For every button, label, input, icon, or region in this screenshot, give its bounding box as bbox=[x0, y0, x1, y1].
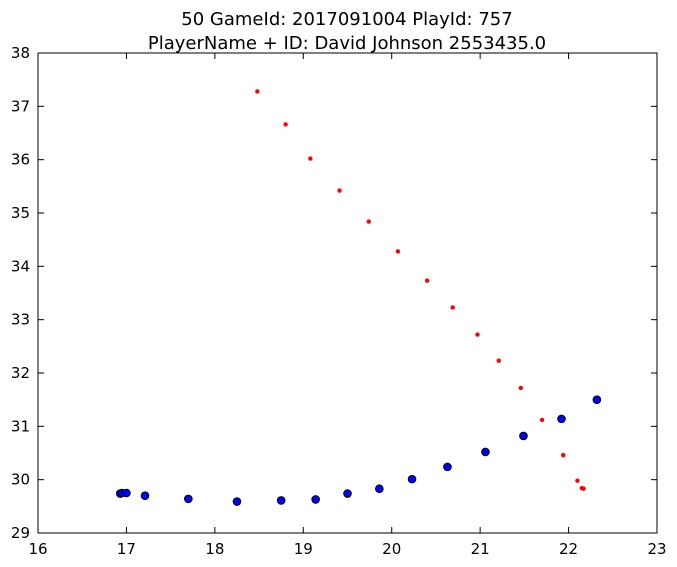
red-point bbox=[561, 452, 566, 458]
plot-frame bbox=[37, 52, 658, 534]
red-point bbox=[308, 156, 313, 161]
blue-point bbox=[407, 474, 417, 484]
red-point bbox=[450, 305, 455, 310]
red-point bbox=[539, 417, 545, 423]
blue-point bbox=[375, 484, 384, 494]
red-point bbox=[581, 486, 586, 491]
blue-point bbox=[592, 395, 602, 404]
x-tick-label: 23 bbox=[647, 540, 666, 558]
red-point bbox=[575, 478, 580, 483]
blue-point bbox=[184, 494, 193, 504]
red-point bbox=[475, 332, 480, 337]
blue-point bbox=[557, 414, 566, 424]
y-tick-label: 30 bbox=[11, 471, 30, 489]
red-point bbox=[496, 358, 501, 363]
chart-title-line-1: 50 GameId: 2017091004 PlayId: 757 bbox=[181, 9, 512, 30]
blue-point bbox=[276, 496, 286, 505]
red-point bbox=[366, 219, 371, 224]
red-point bbox=[424, 278, 430, 283]
blue-point bbox=[232, 497, 242, 506]
data-points bbox=[115, 89, 602, 506]
red-point bbox=[255, 89, 260, 94]
y-tick-label: 35 bbox=[11, 204, 30, 222]
y-tick-label: 38 bbox=[11, 44, 30, 62]
blue-point bbox=[519, 431, 528, 441]
red-point bbox=[337, 188, 342, 193]
y-tick-label: 31 bbox=[11, 417, 30, 435]
red-point bbox=[395, 249, 401, 254]
y-tick-label: 34 bbox=[11, 257, 30, 275]
y-tick-label: 36 bbox=[11, 151, 30, 169]
blue-point bbox=[140, 491, 150, 500]
axis-ticks bbox=[37, 52, 658, 534]
y-tick-label: 32 bbox=[11, 364, 30, 382]
y-tick-label: 33 bbox=[11, 311, 30, 329]
x-tick-label: 20 bbox=[382, 540, 401, 558]
blue-point bbox=[122, 488, 131, 498]
x-tick-label: 21 bbox=[471, 540, 490, 558]
x-tick-label: 22 bbox=[559, 540, 578, 558]
red-point bbox=[283, 122, 288, 127]
axis-tick-labels: 16 17 18 19 20 21 22 23 29 30 31 32 33 34 35 36 37 38 bbox=[11, 44, 667, 558]
blue-point bbox=[343, 489, 352, 498]
y-tick-label: 37 bbox=[11, 97, 30, 115]
x-tick-label: 16 bbox=[28, 540, 47, 558]
x-tick-label: 18 bbox=[205, 540, 224, 558]
x-tick-label: 17 bbox=[117, 540, 136, 558]
x-tick-label: 19 bbox=[294, 540, 313, 558]
chart-title-line-2: PlayerName + ID: David Johnson 2553435.0 bbox=[148, 33, 546, 54]
blue-point bbox=[481, 447, 490, 457]
red-point bbox=[518, 385, 524, 391]
blue-point bbox=[443, 462, 452, 472]
y-tick-label: 29 bbox=[11, 524, 30, 542]
blue-point bbox=[311, 495, 320, 504]
